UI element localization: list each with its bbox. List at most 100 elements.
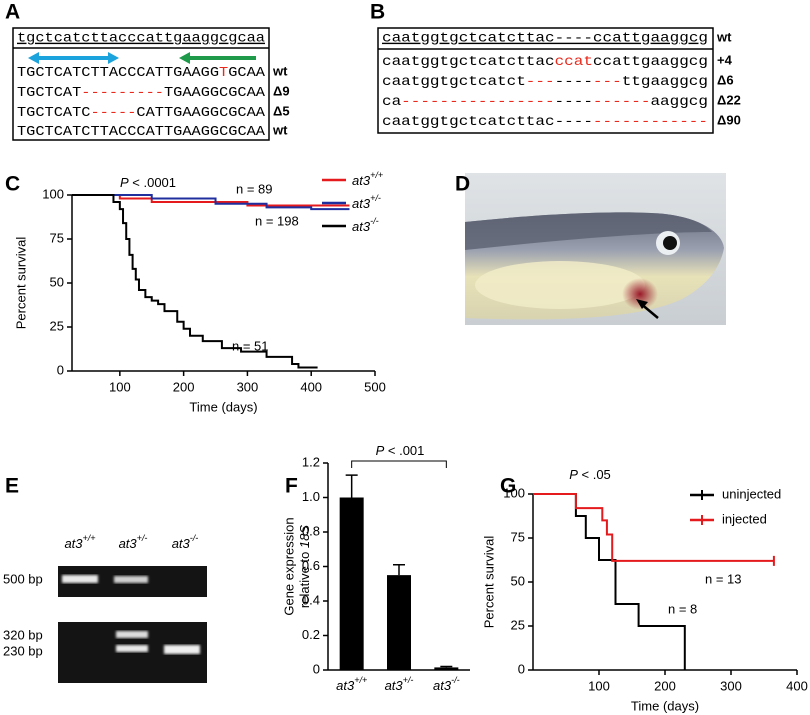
p-text: < .05 — [578, 467, 611, 482]
gel — [58, 566, 207, 683]
sequence-segment: CATTGAAGGCGCAA — [136, 105, 265, 121]
survival-curve — [72, 194, 350, 211]
sequence-segment: --- — [526, 74, 555, 90]
sample-size: n = 8 — [668, 601, 697, 616]
fish-photo — [465, 173, 726, 325]
sequence-segment: ---- — [555, 94, 593, 110]
sample-size: n = 13 — [705, 571, 742, 586]
x-tick-label: 500 — [364, 379, 386, 394]
p-value: P < .05 — [569, 467, 611, 482]
sequence-segment: ttgaaggcg — [622, 74, 708, 90]
y-tick-label: 0.8 — [302, 523, 320, 538]
sequence-segment: --- — [593, 74, 622, 90]
y-tick-label: 0 — [57, 362, 64, 377]
sequence-segment: ---- — [555, 74, 593, 90]
x-tick-label: 300 — [720, 678, 742, 693]
sequence-row: TGCTCATCTTACCCATTGAAGGCGCAA — [17, 124, 266, 140]
sequence-segment: TGCTCATCTTACCCATTGAAGGCGCAA — [17, 124, 266, 140]
panel-label: B — [370, 1, 385, 24]
survival-curve — [533, 493, 774, 562]
panel-label: C — [5, 173, 20, 196]
x-tick-label: 100 — [588, 678, 610, 693]
genotype-base: at3 — [172, 536, 191, 551]
sequence-segment: T — [219, 65, 228, 81]
sequence-segment: TGAAGGCGCAA — [164, 85, 266, 101]
genotype-label: wt — [272, 122, 288, 137]
y-axis-label: Gene expression — [281, 517, 296, 615]
sequence-row: TGCTCATC ----- CATTGAAGGCGCAA — [17, 105, 266, 121]
genotype-label: at3-/- — [172, 533, 199, 551]
sequence-segment: caatggtgctcatcttac — [382, 54, 555, 70]
sequence-segment: caatggtgctcatct — [382, 74, 526, 90]
y-tick-label: 0.2 — [302, 627, 320, 642]
sequence-row: ca ---------------- ---- ------ aaggcg — [382, 94, 708, 110]
genotype-superscript: -/- — [190, 533, 199, 543]
genotype-superscript: -/- — [370, 216, 379, 226]
y-tick-label: 100 — [503, 485, 525, 500]
x-tick-label: 400 — [786, 678, 808, 693]
sequence-row: TGCTCATCTTACCCATTGAAGG TGCAA — [17, 65, 266, 81]
genotype-label: at3+/- — [352, 193, 381, 211]
band-size-label: 320 bp — [3, 627, 43, 642]
genotype-label: wt — [272, 63, 288, 78]
y-axis-label: relative to 18S — [297, 525, 312, 608]
survival-curve — [533, 493, 686, 670]
y-axis-label: Percent survival — [13, 237, 28, 330]
x-tick-label: 400 — [300, 379, 322, 394]
y-axis-label-gene: 18S — [297, 525, 312, 548]
sequence-row: TGCTCAT --------- TGAAGGCGCAA — [17, 85, 266, 101]
genotype-base: at3 — [352, 219, 371, 234]
bar — [434, 667, 459, 670]
error-bar — [440, 665, 453, 668]
genotype-label: Δ6 — [717, 72, 734, 87]
sequence-row: caatggtgctcatct --- ---- --- ttgaaggcg — [382, 74, 708, 90]
panel-label: G — [500, 475, 516, 498]
p-text: < .0001 — [129, 175, 176, 190]
x-axis-label: Time (days) — [189, 399, 257, 414]
sequence-segment: ------------ — [593, 114, 708, 130]
genotype-label: Δ22 — [717, 92, 741, 107]
genotype-superscript: +/- — [403, 675, 414, 685]
error-bar — [393, 564, 405, 576]
genotype-superscript: +/+ — [354, 675, 367, 685]
genotype-label: Δ90 — [717, 112, 741, 127]
sequence-segment: TGCTCATC — [17, 105, 90, 121]
genotype-label: Δ9 — [273, 83, 290, 98]
sequence-segment: ---------------- — [401, 94, 554, 110]
p-value: P < .0001 — [120, 175, 176, 190]
y-axis-label-text: relative to — [297, 548, 312, 608]
y-tick-label: 25 — [50, 318, 64, 333]
genotype-label: at3+/+ — [336, 675, 367, 693]
sequence-box — [377, 27, 714, 134]
sequence-segment: aaggcg — [650, 94, 708, 110]
y-tick-label: 100 — [42, 186, 64, 201]
x-axis-label: Time (days) — [631, 698, 699, 713]
significance-bracket — [351, 460, 447, 468]
genotype-base: at3 — [64, 536, 83, 551]
genotype-superscript: +/+ — [370, 170, 383, 180]
bar — [387, 575, 411, 670]
genotype-superscript: +/+ — [83, 533, 96, 543]
sequence-segment: --------- — [81, 85, 164, 101]
y-tick-label: 0.4 — [302, 592, 320, 607]
y-tick-label: 50 — [511, 573, 525, 588]
genotype-superscript: +/- — [370, 193, 381, 203]
sequence-segment: ccattgaaggcg — [593, 54, 708, 70]
legend-label: uninjected — [722, 486, 781, 501]
sample-size: n = 198 — [255, 213, 299, 228]
error-bar — [345, 474, 358, 498]
sequence-segment: ccat — [555, 54, 593, 70]
talen-arrow-left — [28, 52, 119, 64]
y-tick-label: 50 — [50, 274, 64, 289]
band-size-label: 500 bp — [3, 571, 43, 586]
sequence-row: caatggtgctcatcttac ---- ------------ — [382, 114, 708, 130]
legend-label: injected — [722, 511, 767, 526]
panel-label: D — [455, 173, 470, 196]
sequence-segment: caatggtgctcatcttac — [382, 114, 555, 130]
panel-label: E — [5, 475, 19, 498]
genotype-label: at3-/- — [433, 675, 460, 693]
band-size-label: 230 bp — [3, 643, 43, 658]
talen-arrow-right — [179, 52, 256, 64]
genotype-base: at3 — [385, 678, 404, 693]
